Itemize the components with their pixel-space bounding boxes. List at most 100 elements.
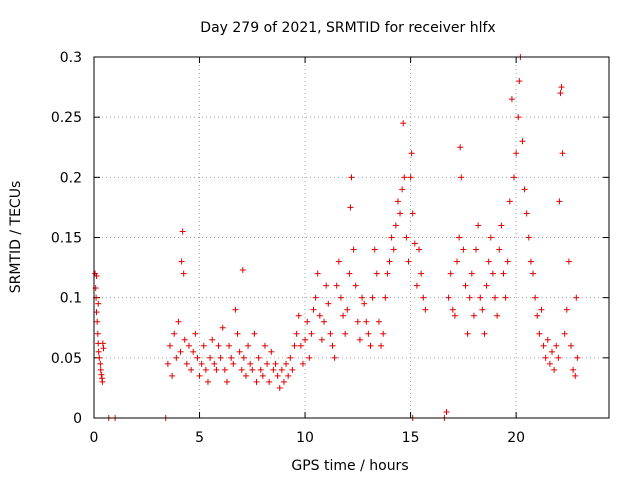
data-point-marker	[365, 330, 372, 337]
data-point-marker	[359, 294, 366, 301]
data-point-marker	[95, 348, 102, 355]
data-point-marker	[367, 342, 374, 349]
data-point-marker	[308, 330, 315, 337]
data-point-marker	[242, 372, 249, 379]
data-point-marker	[166, 342, 173, 349]
data-point-marker	[223, 378, 230, 385]
data-point-marker	[489, 270, 496, 277]
data-point-marker	[348, 174, 355, 181]
data-point-marker	[312, 294, 319, 301]
data-point-marker	[350, 246, 357, 253]
data-point-marker	[498, 222, 505, 229]
data-point-marker	[228, 354, 235, 361]
data-point-marker	[230, 360, 237, 367]
data-point-marker	[556, 198, 563, 205]
axis-ticks: 0 5 10 15 20 0 0.05 0.1 0.15 0.2 0.25 0.3	[51, 50, 609, 446]
data-point-marker	[477, 294, 484, 301]
data-point-marker	[200, 342, 207, 349]
data-point-marker	[321, 318, 328, 325]
data-point-marker	[169, 372, 176, 379]
data-point-marker	[392, 222, 399, 229]
data-point-marker	[232, 306, 239, 313]
data-point-marker	[380, 330, 387, 337]
data-point-marker	[553, 342, 560, 349]
y-tick-label: 0.3	[60, 50, 82, 66]
data-point-marker	[420, 294, 427, 301]
data-point-marker	[460, 246, 467, 253]
data-point-marker	[198, 360, 205, 367]
data-point-marker	[287, 354, 294, 361]
data-point-marker	[534, 312, 541, 319]
data-point-marker	[327, 330, 334, 337]
data-point-marker	[408, 150, 415, 157]
data-point-marker	[418, 270, 425, 277]
data-point-marker	[333, 282, 340, 289]
x-tick-label: 15	[402, 430, 420, 446]
data-point-marker	[213, 366, 220, 373]
data-point-marker	[394, 198, 401, 205]
data-point-marker	[445, 294, 452, 301]
data-point-marker	[487, 234, 494, 241]
data-point-marker	[94, 318, 101, 325]
data-point-marker	[97, 366, 104, 373]
data-point-marker	[306, 354, 313, 361]
data-point-marker	[401, 174, 408, 181]
data-point-marker	[399, 186, 406, 193]
y-axis-title: SRMTID / TECUs	[8, 181, 24, 294]
data-point-marker	[297, 342, 304, 349]
data-point-marker	[466, 294, 473, 301]
data-point-marker	[318, 336, 325, 343]
data-point-marker	[573, 294, 580, 301]
data-point-marker	[95, 300, 102, 307]
data-point-marker	[325, 300, 332, 307]
data-point-marker	[280, 378, 287, 385]
data-point-marker	[546, 360, 553, 367]
data-point-marker	[523, 210, 530, 217]
data-point-marker	[568, 342, 575, 349]
data-point-marker	[340, 312, 347, 319]
data-point-marker	[264, 360, 271, 367]
data-point-marker	[422, 306, 429, 313]
data-point-marker	[407, 174, 414, 181]
data-point-marker	[502, 294, 509, 301]
data-point-marker	[558, 84, 565, 91]
data-point-marker	[337, 294, 344, 301]
data-point-marker	[97, 360, 104, 367]
data-point-marker	[259, 372, 266, 379]
data-point-marker	[515, 114, 522, 121]
data-point-marker	[314, 270, 321, 277]
data-point-marker	[397, 210, 404, 217]
data-point-marker	[310, 306, 317, 313]
data-point-marker	[382, 294, 389, 301]
data-point-marker	[378, 342, 385, 349]
data-point-marker	[527, 258, 534, 265]
data-point-marker	[456, 234, 463, 241]
data-point-marker	[511, 174, 518, 181]
data-point-marker	[388, 234, 395, 241]
data-point-marker	[183, 360, 190, 367]
data-point-marker	[570, 366, 577, 373]
data-point-marker	[266, 378, 273, 385]
data-point-marker	[164, 360, 171, 367]
data-point-marker	[544, 336, 551, 343]
data-point-marker	[217, 354, 224, 361]
data-point-marker	[557, 90, 564, 97]
data-point-marker	[373, 270, 380, 277]
data-point-marker	[249, 366, 256, 373]
data-point-marker	[173, 354, 180, 361]
data-point-marker	[405, 258, 412, 265]
y-tick-label: 0	[73, 411, 82, 427]
data-point-marker	[457, 144, 464, 151]
data-point-marker	[323, 282, 330, 289]
data-point-marker	[485, 258, 492, 265]
data-point-marker	[354, 318, 361, 325]
data-point-marker	[504, 258, 511, 265]
data-point-marker	[559, 150, 566, 157]
data-point-marker	[506, 198, 513, 205]
data-point-marker	[180, 270, 187, 277]
data-point-marker	[190, 348, 197, 355]
data-point-marker	[551, 366, 558, 373]
data-point-marker	[572, 372, 579, 379]
data-point-marker	[179, 228, 186, 235]
